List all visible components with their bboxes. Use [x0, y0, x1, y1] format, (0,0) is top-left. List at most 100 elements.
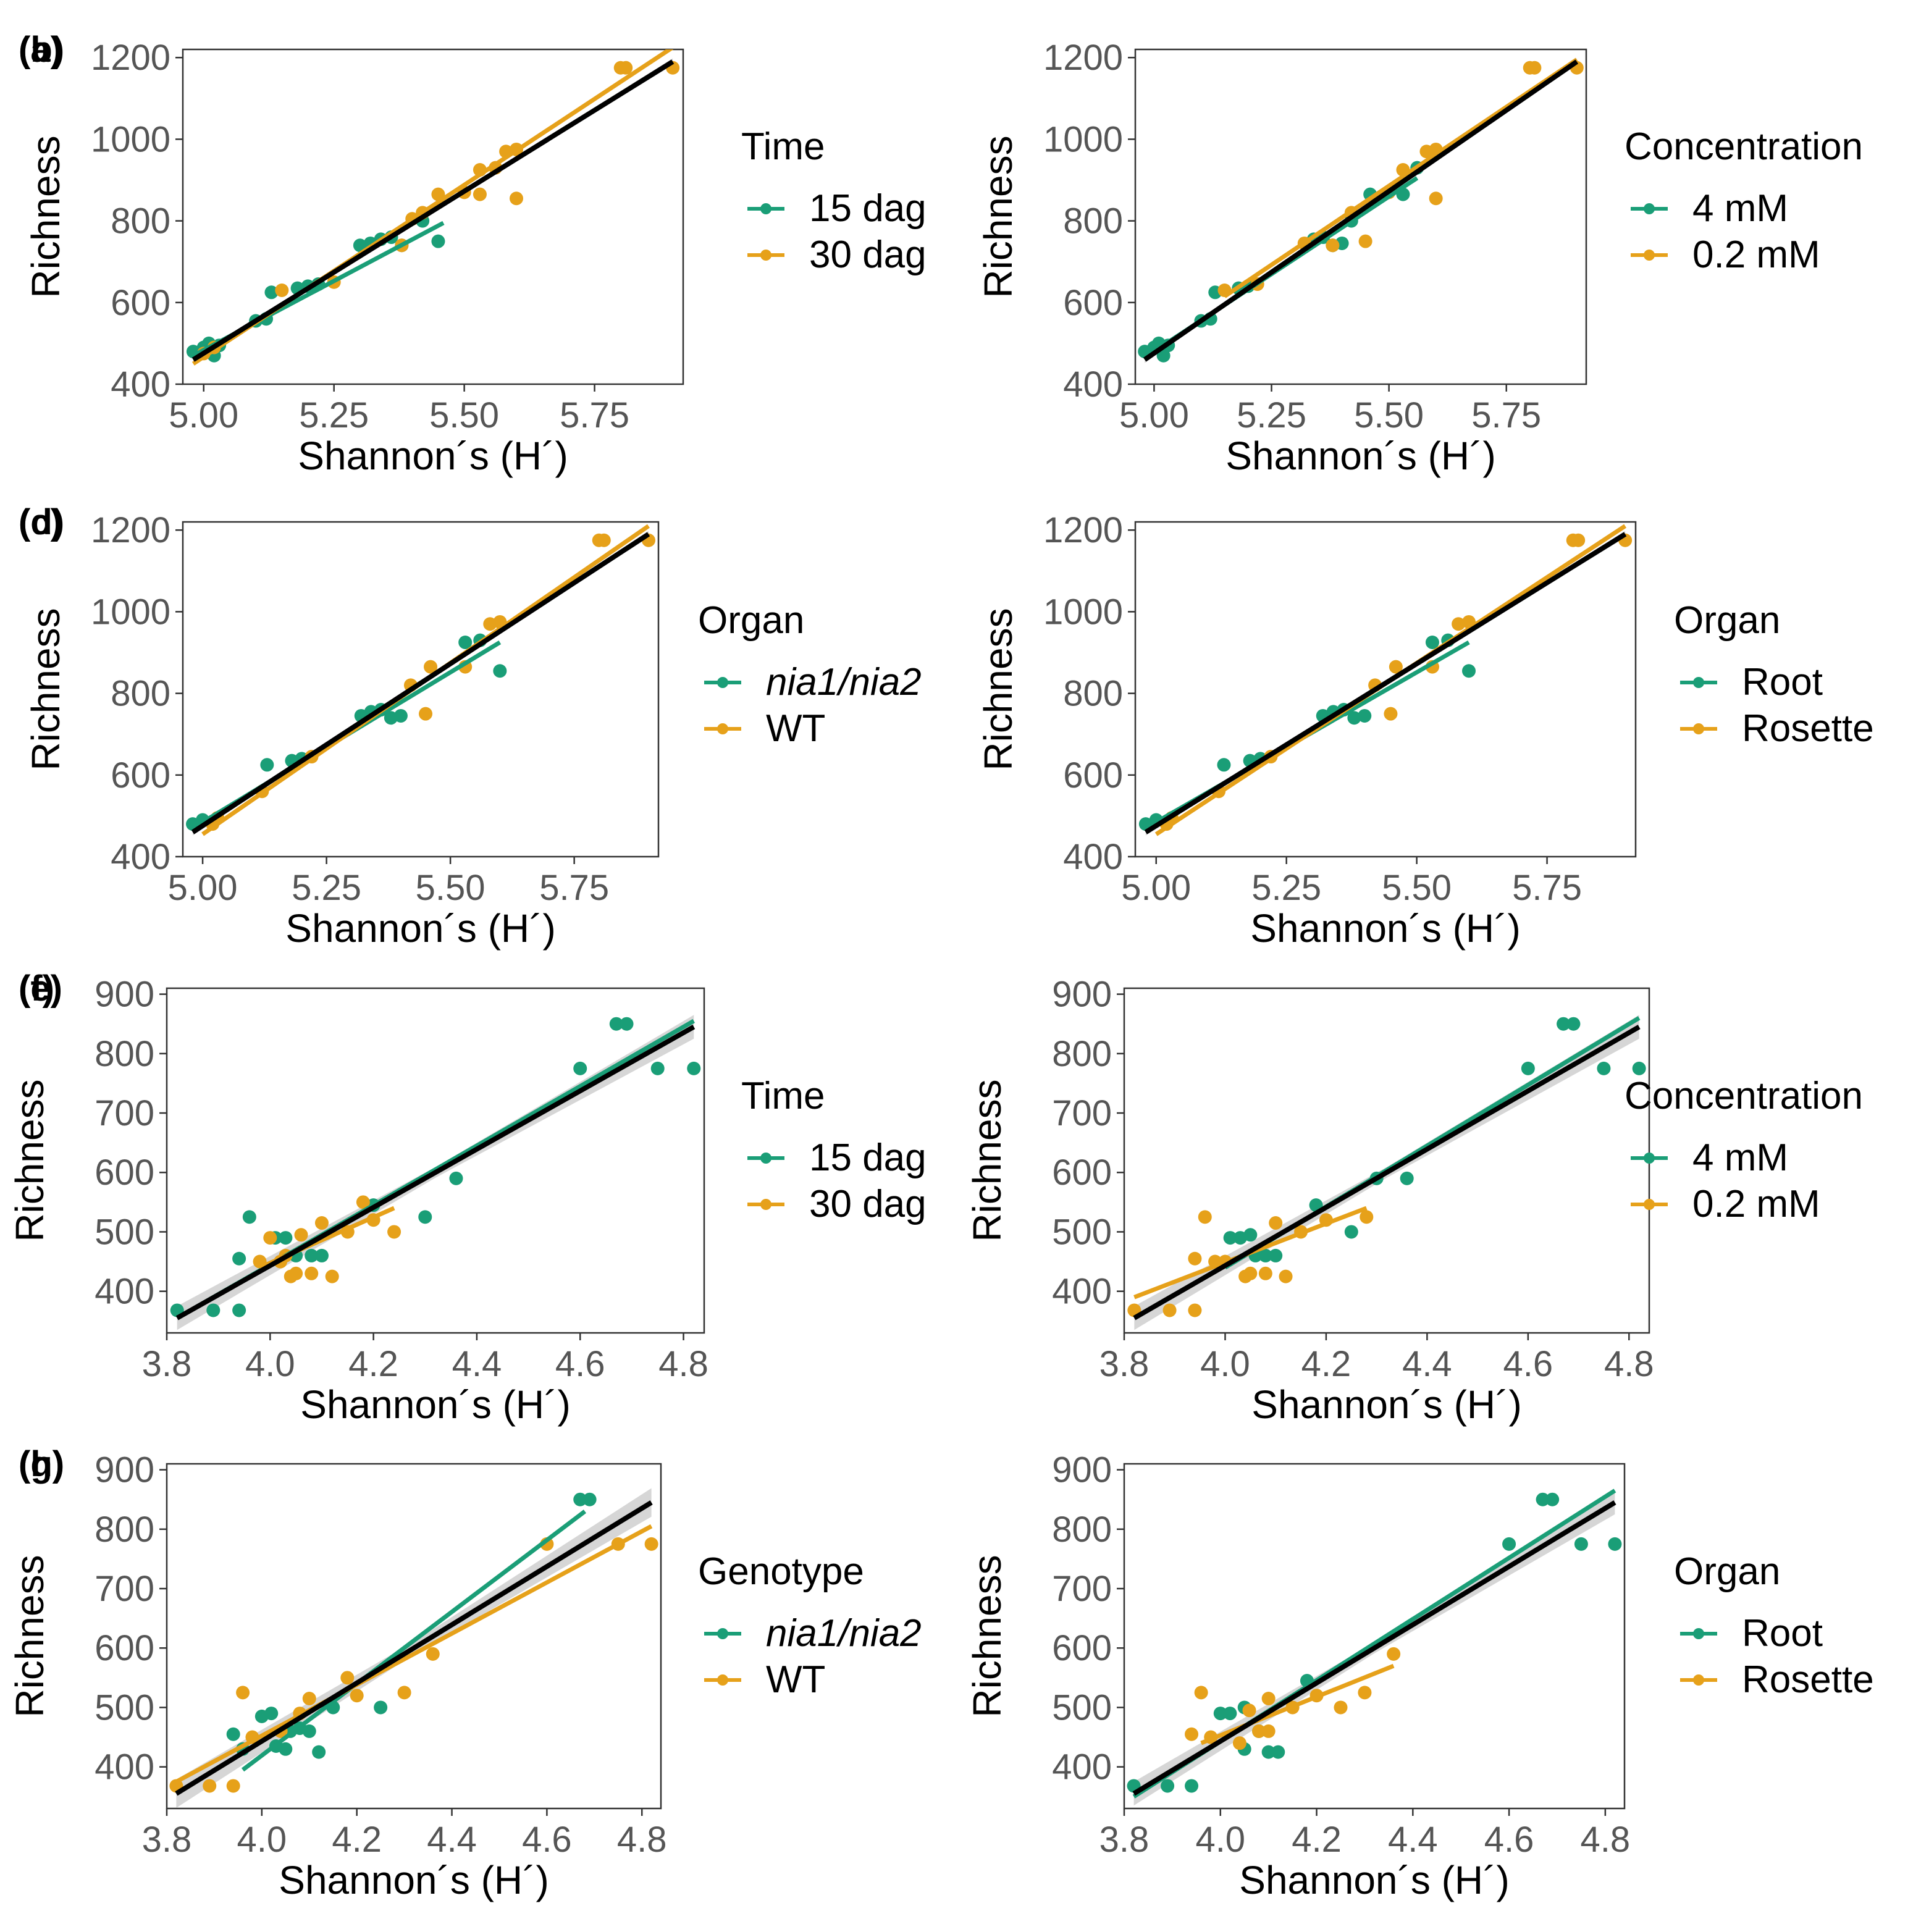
- x-tick-label: 4.2: [332, 1820, 382, 1860]
- data-point-green: [1566, 1017, 1581, 1031]
- data-point-green: [1213, 1707, 1227, 1721]
- data-point-orange: [263, 1231, 277, 1245]
- x-tick-label: 5.50: [416, 868, 486, 908]
- data-point-green: [242, 1210, 256, 1224]
- overall-fit-line: [191, 532, 650, 834]
- data-point-green: [1597, 1061, 1611, 1075]
- y-tick-label: 400: [95, 1747, 154, 1787]
- data-point-green: [1502, 1537, 1516, 1551]
- legend-label: 15 dag: [809, 187, 927, 230]
- data-point-orange: [1242, 1703, 1256, 1718]
- data-point-green: [609, 1017, 623, 1031]
- data-point-green: [1536, 1492, 1550, 1506]
- data-point-green: [1269, 1248, 1283, 1262]
- y-tick-label: 800: [1052, 1034, 1112, 1074]
- legend-label: Root: [1742, 661, 1823, 704]
- data-point-green: [1243, 1228, 1258, 1242]
- legend-key-dot: [717, 1628, 728, 1639]
- data-point-green: [279, 1231, 293, 1245]
- x-tick-label: 5.50: [1382, 868, 1452, 908]
- y-tick-label: 900: [95, 975, 154, 1015]
- legend-item: 0.2 mM: [1631, 233, 1820, 276]
- legend-label: Root: [1742, 1612, 1823, 1655]
- data-point-orange: [1232, 1736, 1246, 1750]
- y-tick-label: 800: [95, 1510, 154, 1550]
- y-tick-label: 800: [1052, 1510, 1112, 1550]
- legend-item: Rosette: [1680, 707, 1874, 750]
- x-tick-label: 5.75: [560, 395, 629, 435]
- legend-title: Organ: [698, 599, 804, 642]
- x-axis-title: Shannon´s (H´): [285, 906, 556, 951]
- data-point-green: [1156, 348, 1171, 363]
- panel-tag: (g): [19, 1444, 64, 1484]
- plot-area: [1127, 1489, 1622, 1806]
- x-tick-label: 4.8: [658, 1344, 708, 1384]
- panel-a: 400 600 800 1000 1200 5.00 5.25 5.50 5.75Shannon…: [19, 30, 927, 478]
- data-point-orange: [1528, 61, 1542, 75]
- x-tick-label: 5.25: [292, 868, 361, 908]
- legend-item: WT: [704, 707, 825, 750]
- x-tick-label: 5.75: [1471, 395, 1541, 435]
- y-tick-label: 700: [95, 1093, 154, 1133]
- data-point-orange: [236, 1686, 250, 1700]
- legend-label: 15 dag: [809, 1136, 927, 1179]
- x-tick-label: 4.6: [1503, 1344, 1553, 1384]
- x-axis-title: Shannon´s (H´): [1239, 1858, 1510, 1902]
- x-tick-label: 5.00: [1121, 868, 1191, 908]
- legend-key-dot: [760, 250, 771, 261]
- x-axis-title: Shannon´s (H´): [1250, 906, 1521, 951]
- data-point-green: [449, 1171, 463, 1185]
- plot-frame: [182, 521, 660, 858]
- x-tick-label: 5.75: [1512, 868, 1582, 908]
- x-tick-label: 4.0: [1195, 1820, 1245, 1860]
- legend-key-dot: [1693, 677, 1704, 688]
- x-axis-title: Shannon´s (H´): [298, 434, 568, 478]
- y-tick-label: 700: [1052, 1093, 1112, 1133]
- data-point-green: [582, 1492, 597, 1506]
- y-tick-label: 800: [111, 201, 170, 242]
- data-point-green: [1344, 1225, 1358, 1239]
- y-tick-label: 900: [1052, 1450, 1112, 1490]
- data-point-orange: [302, 1692, 316, 1706]
- y-tick-label: 600: [95, 1153, 154, 1193]
- x-axis-title: Shannon´s (H´): [300, 1382, 571, 1427]
- plot-frame: [166, 1463, 662, 1810]
- x-tick-label: 5.50: [1354, 395, 1424, 435]
- legend-label: Rosette: [1742, 1658, 1874, 1701]
- data-point-green: [1358, 708, 1372, 723]
- data-point-orange: [1185, 1727, 1199, 1741]
- data-point-orange: [1334, 1700, 1348, 1715]
- panel-e: 400 500 600 700 800 900 3.8 4.0 4.2 4.4 4.6 4.8 Shan…: [7, 968, 927, 1427]
- y-tick-label: 400: [111, 837, 170, 877]
- legend-item: Root: [1680, 661, 1823, 704]
- x-axis-title: Shannon´s (H´): [279, 1858, 549, 1902]
- legend-label: 0.2 mM: [1692, 233, 1820, 276]
- data-point-orange: [397, 1686, 411, 1700]
- legend-title: Concentration: [1625, 1075, 1863, 1117]
- x-tick-label: 3.8: [1099, 1344, 1150, 1384]
- data-point-green: [1400, 1171, 1414, 1185]
- fit-line-orange: [1200, 1663, 1395, 1745]
- legend-item: Root: [1680, 1612, 1823, 1655]
- y-tick-label: 600: [1063, 755, 1123, 796]
- legend-key-dot: [760, 1199, 771, 1210]
- legend-label: nia1/nia2: [766, 661, 922, 704]
- y-tick-label: 1200: [1043, 510, 1123, 550]
- data-point-orange: [644, 1537, 658, 1551]
- data-point-orange: [1258, 1266, 1272, 1280]
- data-point-orange: [356, 1195, 370, 1209]
- data-point-orange: [314, 1216, 329, 1230]
- fit-line-orange: [175, 1524, 653, 1784]
- legend-item: 0.2 mM: [1631, 1183, 1820, 1225]
- data-point-orange: [1279, 1269, 1293, 1283]
- data-point-orange: [1188, 1303, 1202, 1317]
- data-point-orange: [1387, 1647, 1401, 1661]
- overall-fit-line: [1133, 1025, 1641, 1321]
- legend-key-dot: [1644, 203, 1655, 214]
- legend-item: nia1/nia2: [704, 661, 922, 704]
- data-point-green: [312, 1745, 326, 1759]
- y-axis-title: Richness: [965, 1079, 1009, 1241]
- data-point-green: [1185, 1779, 1199, 1793]
- x-tick-label: 4.2: [348, 1344, 398, 1384]
- legend-item: nia1/nia2: [704, 1612, 922, 1655]
